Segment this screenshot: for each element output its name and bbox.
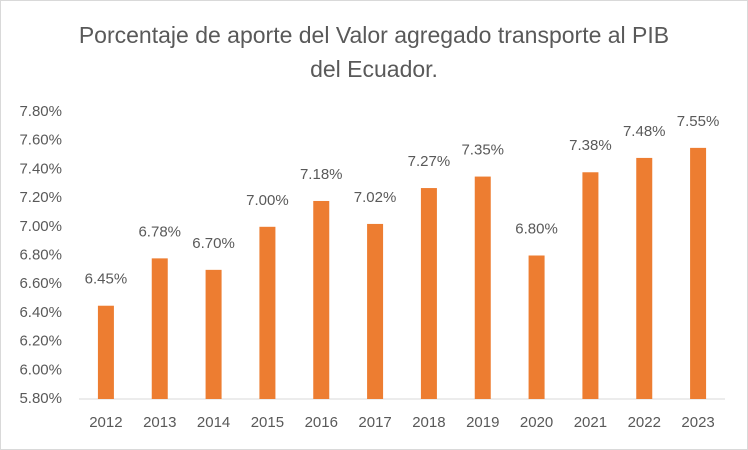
x-tick-label: 2018 — [412, 414, 445, 431]
bar — [97, 305, 114, 399]
data-label: 7.27% — [408, 153, 451, 170]
y-tick-label: 6.80% — [19, 246, 62, 263]
data-label: 7.55% — [677, 113, 720, 130]
data-label: 7.00% — [246, 192, 289, 209]
bar — [582, 172, 599, 399]
y-tick-label: 6.60% — [19, 275, 62, 292]
x-tick-label: 2015 — [251, 414, 284, 431]
x-tick-label: 2014 — [197, 414, 230, 431]
bar — [474, 176, 491, 399]
bar — [313, 200, 330, 399]
y-tick-label: 7.20% — [19, 189, 62, 206]
bar — [528, 255, 545, 399]
data-label: 6.45% — [85, 271, 128, 288]
data-label: 6.70% — [192, 235, 235, 252]
data-label: 7.35% — [461, 142, 504, 159]
bar — [420, 188, 437, 399]
bar — [690, 147, 707, 399]
bar — [151, 258, 168, 399]
data-label: 7.48% — [623, 123, 666, 140]
x-tick-label: 2019 — [466, 414, 499, 431]
y-tick-label: 5.80% — [19, 390, 62, 407]
data-label: 6.78% — [138, 223, 181, 240]
bar — [367, 223, 384, 399]
x-tick-label: 2023 — [681, 414, 714, 431]
x-tick-label: 2013 — [143, 414, 176, 431]
data-label: 7.38% — [569, 137, 612, 154]
y-tick-label: 6.20% — [19, 333, 62, 350]
x-tick-label: 2021 — [574, 414, 607, 431]
data-label: 6.80% — [515, 220, 558, 237]
x-tick-label: 2022 — [628, 414, 661, 431]
x-tick-label: 2017 — [358, 414, 391, 431]
x-tick-label: 2012 — [89, 414, 122, 431]
y-tick-label: 6.40% — [19, 304, 62, 321]
chart-title: Porcentaje de aporte del Valor agregado … — [78, 22, 670, 82]
bar — [636, 157, 653, 399]
y-tick-label: 7.80% — [19, 103, 62, 120]
x-tick-label: 2020 — [520, 414, 553, 431]
data-label: 7.18% — [300, 166, 343, 183]
x-tick-label: 2016 — [305, 414, 338, 431]
data-label: 7.02% — [354, 189, 397, 206]
bar — [205, 269, 222, 399]
bar — [259, 226, 276, 399]
y-tick-label: 6.00% — [19, 361, 62, 378]
y-tick-label: 7.60% — [19, 132, 62, 149]
y-tick-label: 7.40% — [19, 160, 62, 177]
y-tick-label: 7.00% — [19, 218, 62, 235]
